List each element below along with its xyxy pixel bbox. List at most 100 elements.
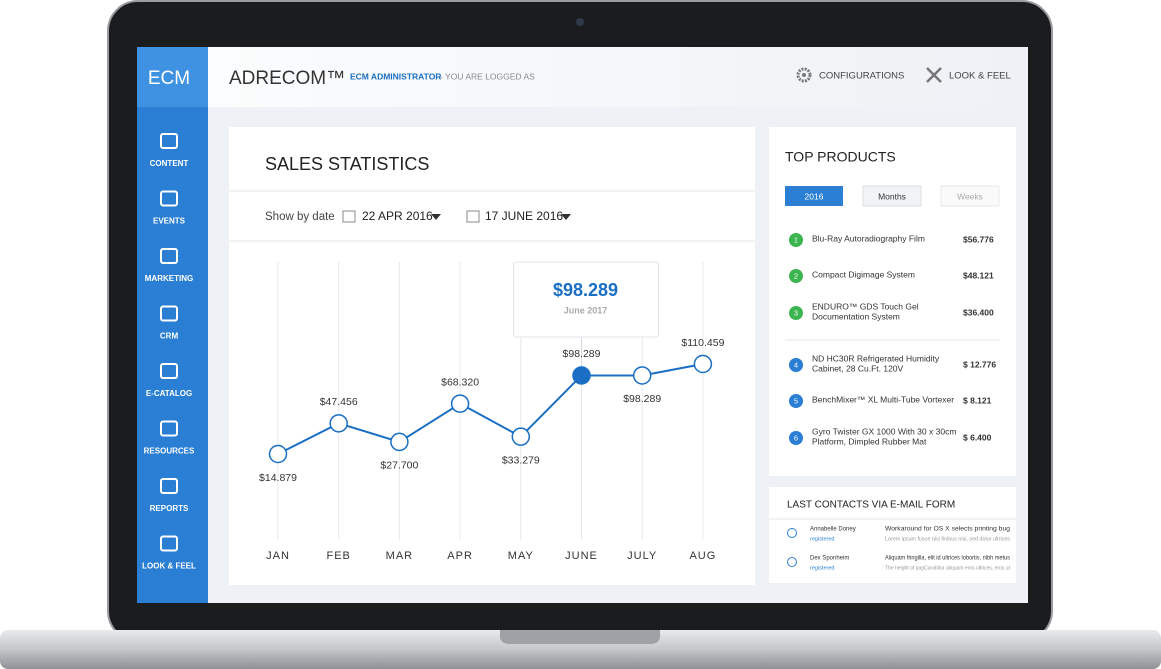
chart-title: SALES STATISTICS [265,154,429,174]
product-name: BenchMixer™ XL Multi-Tube Vortexer [812,394,954,404]
menu-icon [160,305,178,322]
value-label: $33.279 [502,454,540,466]
laptop-base [0,630,1161,669]
configurations-link[interactable]: CONFIGURATIONS [819,71,904,82]
login-status: - YOU ARE LOGGED AS [440,71,535,81]
value-label: $14.879 [259,472,297,484]
rank: 5 [794,396,798,405]
filter-button[interactable] [785,186,843,206]
x-tick-label: MAY [508,550,534,562]
menu-icon [160,363,178,379]
sidebar [137,47,208,603]
menu-item[interactable]: MARKETING [145,274,193,283]
products-title: TOP PRODUCTS [785,149,896,165]
gear-icon [796,67,812,83]
filter-months[interactable]: Months [878,191,906,201]
rank-badge [789,233,803,247]
product-name: Platform, Dimpled Rubber Mat [812,436,927,446]
product-name: Gyro Twister GX 1000 With 30 x 30cm [812,426,956,436]
tools-icon [926,67,942,83]
rank: 6 [794,433,798,442]
contact-list: Annabelle Doney registered Workaround for … [787,527,1010,571]
data-point[interactable] [572,366,591,385]
rank-badge [789,306,803,320]
filter-year[interactable]: 2016 [805,191,824,201]
filter-weeks[interactable]: Weeks [957,191,983,201]
chart-panel [229,127,755,585]
menu-item[interactable]: LOOK & FEEL [142,562,196,571]
contacts-title: LAST CONTACTS VIA E-MAIL FORM [787,500,955,511]
data-point[interactable] [511,427,531,446]
menu-icon [160,133,178,149]
line-chart: JAN FEB MAR APR MAY JUNE JULY AUG $98.289 June 20… [259,261,725,562]
data-point[interactable] [450,394,470,413]
product-name: Documentation System [812,311,900,321]
rank-badge [789,431,803,445]
data-point[interactable] [390,432,409,452]
notch [500,630,660,644]
product-name: Compact Digimage System [812,269,915,279]
rank: 2 [794,271,798,280]
product-price: $ 12.776 [963,359,996,369]
product-price: $56.776 [963,234,994,244]
header-bar [208,47,1028,107]
contact-preview: The height of pagCurabitur aliquam eros … [885,565,1010,571]
data-point[interactable] [632,366,652,385]
rank: 1 [794,235,798,244]
date-to[interactable]: 17 JUNE 2016 [485,209,563,223]
filter-label: Show by date [265,211,335,223]
contact-select[interactable] [787,528,797,538]
look-feel-link[interactable]: LOOK & FEEL [949,71,1011,82]
menu-item[interactable]: E-CATALOG [146,389,192,398]
tooltip [513,261,659,338]
x-tick-label: APR [447,550,473,562]
contact-preview: Lorem ipsum fusce nisi finibus nisi, sed… [885,536,1010,542]
product-name: ND HC30R Refrigerated Humidity [812,353,940,363]
menu-icon [160,478,178,494]
filter-button[interactable] [940,185,1000,207]
value-label: $98.289 [623,393,661,405]
menu-item[interactable]: CRM [160,332,179,341]
contact-subject: Workaround for OS X selects printing bug [885,527,1010,533]
contact-subject: Aliquam fringilla, elit id ultrices lobo… [885,556,1010,562]
contact-name: Dex Sponheim [810,556,849,562]
value-label: $110.459 [681,337,724,349]
data-point[interactable] [693,354,713,374]
x-tick-label: JULY [627,550,657,562]
rank-badge [789,358,803,372]
tooltip-date: June 2017 [564,305,608,315]
data-point[interactable] [268,444,288,464]
data-point[interactable] [329,414,348,433]
value-label: $98.289 [563,348,601,360]
date-from[interactable]: 22 APR 2016 [362,209,433,223]
menu-item[interactable]: REPORTS [150,504,189,513]
dropdown-arrow [561,214,571,220]
rank: 3 [794,308,798,317]
rank-badge [789,269,803,283]
menu-item[interactable]: CONTENT [150,159,189,168]
contact-name: Annabelle Doney [810,527,856,533]
products-panel [769,127,1016,476]
contact-select[interactable] [787,557,797,567]
gear-center [802,73,806,77]
camera [576,18,584,26]
product-name: Cabinet, 28 Cu.Ft. 120V [812,363,904,373]
menu-item[interactable]: RESOURCES [144,447,195,456]
filter-button[interactable] [862,185,922,207]
calendar-icon [466,210,480,223]
contacts-panel [769,487,1016,583]
value-label: $68.320 [441,376,479,388]
contact-status: registered [810,565,834,571]
x-tick-label: AUG [689,550,716,562]
product-price: $48.121 [963,270,994,280]
calendar-icon [342,210,356,223]
menu-item[interactable]: EVENTS [153,217,186,226]
product-name: ENDURO™ GDS Touch Gel [812,301,919,311]
user: ECM ADMINISTRATOR [350,71,441,81]
dropdown-arrow [431,214,441,220]
product-name: Blu-Ray Autoradiography Film [812,233,925,243]
logo-box [137,47,208,107]
logo: ECM [148,68,190,89]
value-label: $47.456 [320,396,358,408]
